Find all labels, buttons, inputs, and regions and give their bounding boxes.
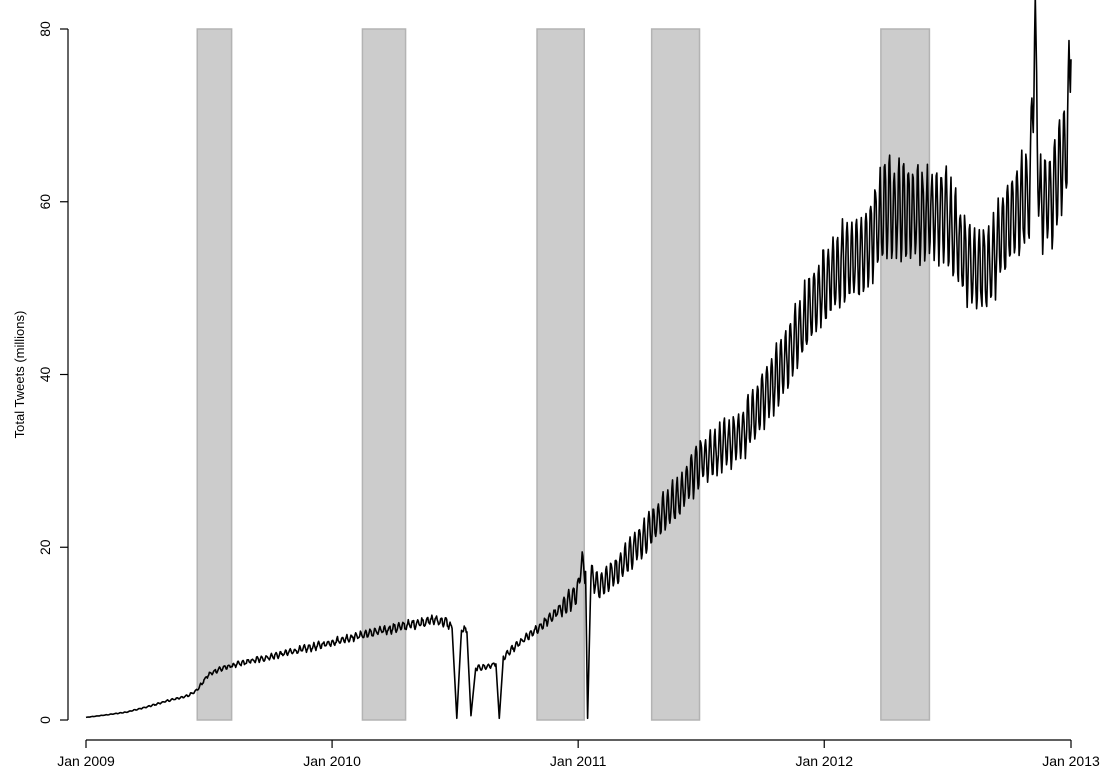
- shaded-period-5: [880, 28, 931, 721]
- axes: 0 20 40 60 80 Total Tweets (millions) Jan 2009…: [12, 21, 1100, 769]
- y-axis-title: Total Tweets (millions): [12, 311, 27, 439]
- y-tick-label-0: 0: [37, 716, 53, 724]
- shaded-period-1: [196, 28, 233, 721]
- series-layer: [85, 0, 1072, 720]
- shaded-period-3: [536, 28, 585, 721]
- y-tick-label-2: 40: [37, 367, 53, 383]
- x-tick-label-0: Jan 2009: [57, 753, 115, 769]
- x-tick-label-1: Jan 2010: [303, 753, 361, 769]
- series-line-0: [85, 0, 1072, 720]
- x-tick-label-2: Jan 2011: [550, 753, 607, 769]
- y-tick-label-4: 80: [37, 21, 53, 37]
- x-tick-label-4: Jan 2013: [1042, 753, 1100, 769]
- shaded-periods: [196, 28, 931, 721]
- shaded-period-2: [361, 28, 407, 721]
- y-tick-label-3: 60: [37, 194, 53, 210]
- shaded-period-4: [650, 28, 701, 721]
- x-tick-label-3: Jan 2012: [795, 753, 853, 769]
- y-tick-label-1: 20: [37, 539, 53, 555]
